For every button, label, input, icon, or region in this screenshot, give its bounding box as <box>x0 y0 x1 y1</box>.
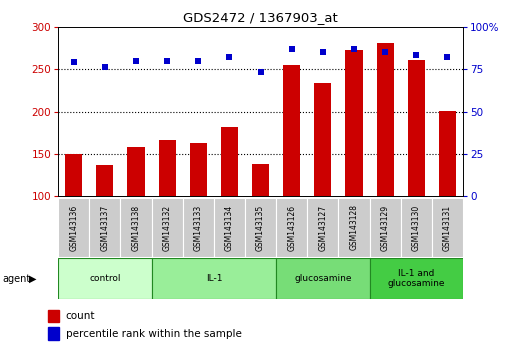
Text: GDS2472 / 1367903_at: GDS2472 / 1367903_at <box>183 11 337 24</box>
FancyBboxPatch shape <box>89 198 120 257</box>
Text: GSM143132: GSM143132 <box>162 204 171 251</box>
Bar <box>127 147 144 196</box>
FancyBboxPatch shape <box>431 198 462 257</box>
Bar <box>438 111 455 196</box>
Bar <box>96 165 113 196</box>
Bar <box>158 141 175 196</box>
Bar <box>189 143 207 196</box>
FancyBboxPatch shape <box>369 198 400 257</box>
Text: GSM143137: GSM143137 <box>100 204 109 251</box>
Point <box>287 46 295 51</box>
FancyBboxPatch shape <box>338 198 369 257</box>
FancyBboxPatch shape <box>214 198 244 257</box>
Point <box>225 54 233 60</box>
Text: ▶: ▶ <box>29 274 37 284</box>
Point <box>380 49 388 55</box>
Point <box>132 58 140 63</box>
Bar <box>283 65 299 196</box>
FancyBboxPatch shape <box>369 258 462 299</box>
Point <box>349 46 358 51</box>
FancyBboxPatch shape <box>182 198 214 257</box>
FancyBboxPatch shape <box>244 198 276 257</box>
Text: glucosamine: glucosamine <box>293 274 351 283</box>
FancyBboxPatch shape <box>400 198 431 257</box>
Point <box>194 58 202 63</box>
Point <box>318 49 326 55</box>
Point <box>163 58 171 63</box>
Text: GSM143126: GSM143126 <box>287 204 295 251</box>
Text: GSM143138: GSM143138 <box>131 204 140 251</box>
Text: IL-1: IL-1 <box>205 274 222 283</box>
Bar <box>48 327 59 340</box>
Text: GSM143135: GSM143135 <box>256 204 265 251</box>
Text: IL-1 and
glucosamine: IL-1 and glucosamine <box>387 269 444 289</box>
FancyBboxPatch shape <box>276 258 369 299</box>
Text: GSM143133: GSM143133 <box>193 204 203 251</box>
FancyBboxPatch shape <box>276 198 307 257</box>
Bar <box>48 310 59 322</box>
Text: GSM143131: GSM143131 <box>442 204 451 251</box>
FancyBboxPatch shape <box>307 198 338 257</box>
Point <box>256 70 264 75</box>
Bar <box>251 164 269 196</box>
Point <box>70 59 78 65</box>
FancyBboxPatch shape <box>152 258 276 299</box>
Text: agent: agent <box>3 274 31 284</box>
Bar <box>376 43 393 196</box>
Text: GSM143127: GSM143127 <box>318 204 327 251</box>
FancyBboxPatch shape <box>58 198 89 257</box>
Text: GSM143128: GSM143128 <box>349 205 358 250</box>
Text: percentile rank within the sample: percentile rank within the sample <box>66 329 241 339</box>
Text: count: count <box>66 311 95 321</box>
Text: GSM143130: GSM143130 <box>411 204 420 251</box>
Bar <box>314 84 331 196</box>
FancyBboxPatch shape <box>152 198 182 257</box>
Bar <box>221 127 237 196</box>
Point <box>100 64 109 70</box>
Point <box>412 53 420 58</box>
Text: GSM143129: GSM143129 <box>380 204 389 251</box>
Bar <box>65 154 82 196</box>
Text: GSM143136: GSM143136 <box>69 204 78 251</box>
Text: control: control <box>89 274 120 283</box>
Text: GSM143134: GSM143134 <box>225 204 233 251</box>
Point <box>442 54 450 60</box>
Bar <box>407 60 424 196</box>
FancyBboxPatch shape <box>58 258 152 299</box>
Bar <box>345 50 362 196</box>
FancyBboxPatch shape <box>120 198 152 257</box>
